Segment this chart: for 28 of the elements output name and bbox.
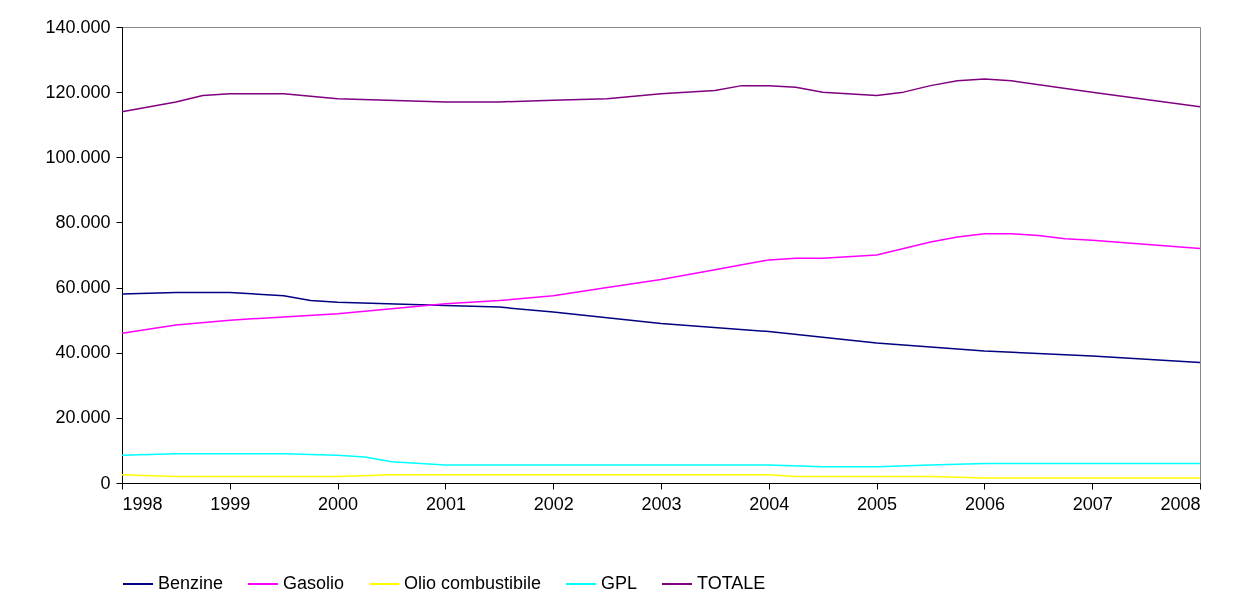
legend-label: GPL	[601, 573, 638, 593]
x-tick-label: 2001	[425, 493, 466, 514]
x-tick-label: 2000	[318, 493, 359, 514]
line-series	[121, 78, 1201, 113]
x-tick-label: 2007	[1072, 493, 1113, 514]
legend-label: Gasolio	[283, 573, 345, 593]
y-tick-label: 120.000	[45, 81, 111, 102]
x-tick-label: 1999	[210, 493, 251, 514]
x-tick-label: 2003	[641, 493, 682, 514]
x-tick-label: 2008	[1160, 493, 1201, 514]
line-series	[121, 233, 1201, 334]
legend-label: Olio combustibile	[404, 573, 542, 593]
x-tick-label: 2004	[749, 493, 790, 514]
y-tick-label: 140.000	[45, 16, 111, 37]
x-tick-label: 2006	[964, 493, 1005, 514]
y-tick-label: 100.000	[45, 146, 111, 167]
x-tick-label: 2002	[533, 493, 574, 514]
y-tick-label: 0	[100, 472, 111, 493]
line-series	[121, 291, 1201, 364]
legend-label: Benzine	[158, 573, 224, 593]
x-tick-label: 1998	[122, 493, 163, 514]
y-tick-label: 80.000	[55, 211, 111, 232]
y-tick-label: 20.000	[55, 407, 111, 428]
y-tick-label: 40.000	[55, 342, 111, 363]
line-series	[121, 452, 1201, 468]
x-tick-label: 2005	[857, 493, 898, 514]
legend-label: TOTALE	[697, 573, 766, 593]
y-tick-label: 60.000	[55, 277, 111, 298]
